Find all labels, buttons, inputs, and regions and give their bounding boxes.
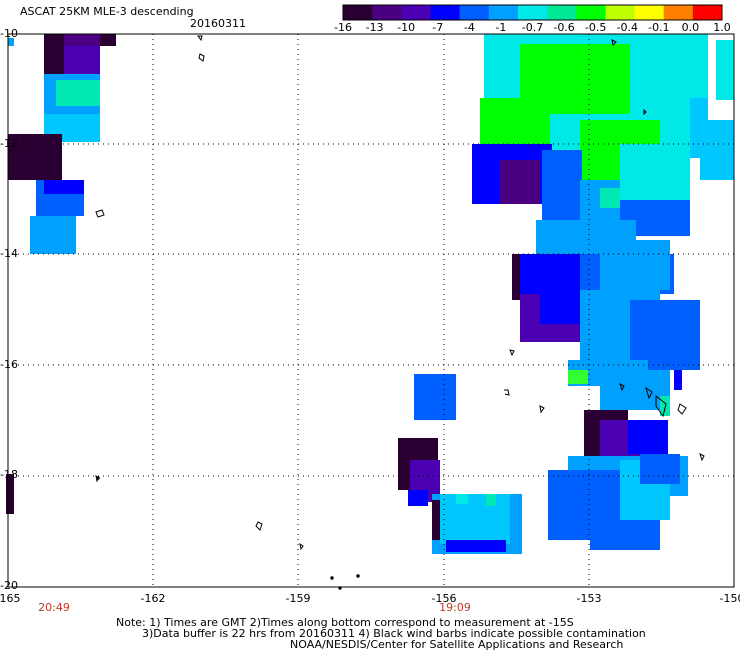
data-cell	[600, 188, 620, 208]
data-cell	[542, 150, 582, 220]
data-cell	[600, 240, 670, 290]
island-outline	[643, 108, 647, 116]
colorbar-label: -4	[463, 21, 475, 34]
data-cell	[630, 300, 700, 370]
data-cell	[640, 454, 680, 484]
island-outline	[198, 53, 205, 62]
island-outline	[197, 35, 203, 42]
colorbar-swatch	[663, 5, 694, 20]
plot-frame	[7, 33, 735, 588]
data-cells	[6, 34, 734, 554]
island-outline	[539, 405, 545, 414]
colorbar-label: -7	[432, 21, 444, 34]
time-label-left: 20:49	[38, 601, 70, 614]
island-outline	[509, 349, 515, 357]
y-tick-label: -10	[0, 27, 18, 40]
data-cell	[8, 38, 14, 46]
y-tick-label: -16	[0, 358, 18, 371]
data-cell	[700, 120, 734, 180]
data-cell	[8, 134, 62, 180]
note-line-2: 3)Data buffer is 22 hrs from 20160311 4)…	[142, 627, 646, 640]
y-tick-label: -20	[0, 579, 18, 592]
colorbar-swatch	[459, 5, 490, 20]
island-outline	[645, 386, 653, 400]
data-cell	[446, 540, 506, 552]
data-cell	[6, 474, 14, 514]
island-outline	[299, 542, 304, 551]
colorbar-label: -0.7	[521, 21, 544, 34]
x-tick-label: -165	[0, 592, 21, 605]
colorbar-label: -16	[334, 21, 352, 34]
y-tick-label: -18	[0, 468, 18, 481]
note-line-1: Note: 1) Times are GMT 2)Times along bot…	[116, 616, 574, 629]
data-cell	[600, 370, 670, 410]
x-tick-label: -150	[719, 592, 740, 605]
data-cell	[64, 34, 100, 46]
colorbar-label: -13	[365, 21, 384, 34]
note-line-3: NOAA/NESDIS/Center for Satellite Applica…	[290, 638, 624, 651]
x-tick-label: -156	[431, 592, 457, 605]
data-cell	[56, 80, 100, 106]
data-cell	[628, 420, 668, 454]
colorbar-swatch	[401, 5, 431, 20]
colorbar-label: -0.6	[553, 21, 575, 34]
island-outlines	[95, 35, 705, 590]
colorbar-label: -0.5	[584, 21, 607, 34]
colorbar-label: 0.0	[681, 21, 700, 34]
map-date: 20160311	[190, 17, 246, 30]
data-cell	[432, 500, 440, 540]
island-outline	[677, 403, 687, 415]
data-cell	[520, 44, 630, 114]
data-cell	[568, 370, 588, 384]
data-cell	[408, 490, 428, 506]
colorbar-swatch	[430, 5, 461, 20]
data-cell	[414, 374, 456, 420]
colorbar-swatch	[605, 5, 636, 20]
island-outline	[255, 521, 263, 531]
island-outline	[619, 383, 625, 392]
x-tick-label: -153	[576, 592, 602, 605]
data-cell	[674, 370, 682, 390]
colorbar-swatch	[372, 5, 402, 20]
map-title: ASCAT 25KM MLE-3 descending	[20, 5, 194, 18]
colorbar-swatch	[343, 5, 373, 20]
island-outline	[611, 39, 617, 47]
colorbar-label: -0.4	[616, 21, 638, 34]
colorbar-swatch	[488, 5, 519, 20]
data-cell	[440, 494, 510, 544]
colorbar-label: 1.0	[713, 21, 731, 34]
y-tick-label: -12	[0, 137, 18, 150]
x-tick-label: -159	[285, 592, 311, 605]
island-outline	[699, 453, 705, 462]
colorbar-swatch	[517, 5, 548, 20]
data-cell	[100, 34, 116, 46]
x-tick-label: -162	[140, 592, 166, 605]
data-cell	[44, 180, 84, 194]
colorbar-label: -1	[495, 21, 507, 34]
data-cell	[620, 144, 690, 200]
colorbar	[342, 4, 723, 21]
island-outline	[504, 389, 510, 396]
colorbar-swatch	[634, 5, 665, 20]
colorbar-swatch	[547, 5, 577, 20]
data-cell	[540, 294, 580, 324]
y-tick-label: -14	[0, 247, 18, 260]
island-dot	[356, 574, 360, 578]
island-dot	[96, 476, 100, 480]
colorbar-label: -10	[397, 21, 416, 34]
island-outline	[95, 209, 105, 218]
data-cell	[486, 494, 496, 506]
data-cell	[500, 160, 540, 204]
colorbar-swatch	[692, 5, 723, 20]
data-cell	[716, 40, 734, 100]
island-outline	[655, 394, 667, 418]
colorbar-label: -0.1	[648, 21, 670, 34]
time-label-right: 19:09	[439, 601, 471, 614]
data-cell	[44, 34, 64, 74]
island-dot	[330, 576, 334, 580]
data-cell	[456, 494, 468, 504]
data-cell	[30, 216, 76, 254]
colorbar-swatch	[576, 5, 606, 20]
